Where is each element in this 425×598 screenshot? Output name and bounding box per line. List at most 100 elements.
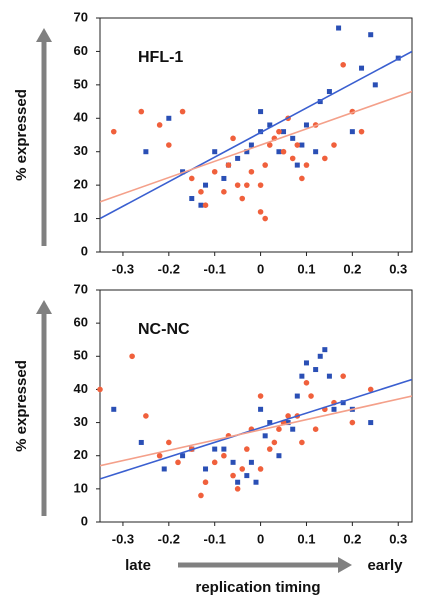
point xyxy=(281,129,287,135)
point xyxy=(340,373,346,379)
point xyxy=(340,400,346,406)
x-tick-label: 0.2 xyxy=(343,531,361,546)
point xyxy=(138,108,145,115)
point xyxy=(276,426,282,433)
point xyxy=(211,459,218,466)
point xyxy=(290,135,296,141)
y-tick-label: 60 xyxy=(74,315,88,330)
point xyxy=(221,446,227,452)
point xyxy=(367,386,374,393)
point xyxy=(244,182,250,188)
y-tick-label: 70 xyxy=(74,281,88,296)
y-tick-label: 50 xyxy=(74,76,88,91)
point xyxy=(299,373,305,379)
point xyxy=(230,472,236,479)
y-tick-label: 20 xyxy=(74,447,88,462)
x-tick-label: -0.1 xyxy=(204,261,226,276)
point xyxy=(299,439,305,446)
x-axis-label: replication timing xyxy=(195,579,320,596)
fit-line xyxy=(100,50,412,220)
point xyxy=(156,452,163,459)
point xyxy=(340,62,346,68)
point xyxy=(303,162,310,168)
x-tick-label: -0.2 xyxy=(158,531,180,546)
point xyxy=(248,168,255,175)
point xyxy=(234,486,241,492)
fit-line xyxy=(100,395,412,467)
panel-label: HFL-1 xyxy=(138,49,183,66)
y-tick-label: 0 xyxy=(81,243,88,258)
point xyxy=(179,108,186,115)
point xyxy=(166,115,172,121)
point xyxy=(262,162,268,168)
point xyxy=(257,209,264,215)
x-tick-label: 0.3 xyxy=(389,531,407,546)
point xyxy=(203,182,209,188)
point xyxy=(322,155,328,162)
point xyxy=(257,393,264,399)
point xyxy=(212,446,218,452)
point xyxy=(257,466,264,472)
point xyxy=(322,347,328,353)
x-tick-label: 0.3 xyxy=(389,261,407,276)
y-axis-label: % expressed xyxy=(13,360,30,452)
point xyxy=(299,142,305,148)
y-tick-label: 10 xyxy=(74,210,88,225)
point xyxy=(280,148,287,155)
y-tick-label: 20 xyxy=(74,177,88,192)
point xyxy=(368,420,374,426)
point xyxy=(349,419,356,426)
y-tick-label: 30 xyxy=(74,143,88,158)
point xyxy=(285,413,291,419)
point xyxy=(331,142,337,148)
point xyxy=(331,406,337,412)
point xyxy=(143,413,149,419)
point xyxy=(198,189,204,195)
point xyxy=(290,426,296,432)
point xyxy=(248,142,254,148)
point xyxy=(156,122,163,128)
point xyxy=(313,367,319,373)
point xyxy=(244,473,250,479)
point xyxy=(258,109,264,115)
y-tick-label: 40 xyxy=(74,381,88,396)
point xyxy=(202,479,209,486)
y-tick-label: 10 xyxy=(74,480,88,495)
point xyxy=(175,459,181,466)
point xyxy=(289,155,296,162)
point xyxy=(372,82,378,88)
point xyxy=(235,155,241,161)
point xyxy=(161,466,167,472)
point xyxy=(276,453,282,459)
point xyxy=(110,128,117,135)
point xyxy=(203,466,209,472)
point xyxy=(202,202,209,208)
x-tick-label: 0 xyxy=(257,531,264,546)
point xyxy=(111,406,117,412)
point xyxy=(230,135,236,142)
point xyxy=(336,25,342,31)
point xyxy=(166,439,172,446)
y-tick-label: 70 xyxy=(74,9,88,24)
x-start-label: late xyxy=(125,557,151,574)
fit-line xyxy=(100,378,412,480)
y-tick-label: 40 xyxy=(74,110,88,125)
point xyxy=(276,128,282,135)
point xyxy=(317,99,323,105)
point xyxy=(258,406,264,412)
point xyxy=(267,420,273,426)
point xyxy=(235,479,241,485)
point xyxy=(276,149,282,155)
point xyxy=(326,89,332,95)
x-tick-label: -0.2 xyxy=(158,261,180,276)
point xyxy=(294,142,301,148)
point xyxy=(285,420,291,426)
point xyxy=(189,196,195,202)
point xyxy=(368,32,374,38)
x-tick-label: 0.2 xyxy=(343,261,361,276)
point xyxy=(221,452,227,459)
point xyxy=(188,175,195,182)
y-axis-label: % expressed xyxy=(13,89,30,181)
point xyxy=(212,149,218,155)
